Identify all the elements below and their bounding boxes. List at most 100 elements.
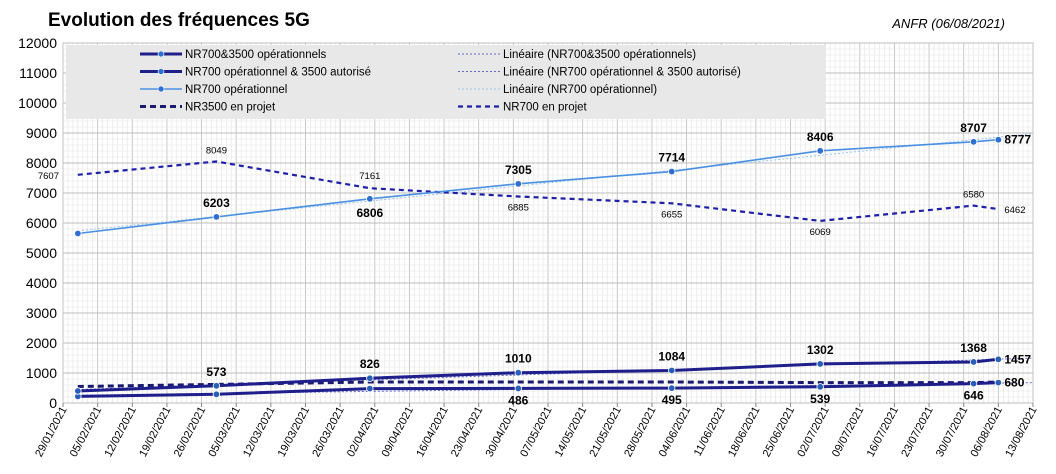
y-tick-label: 5000 <box>26 245 57 261</box>
y-tick-label: 12000 <box>18 35 57 51</box>
series-line <box>77 357 999 393</box>
series <box>74 135 1003 401</box>
data-label: 7305 <box>505 163 532 177</box>
data-label: 7607 <box>38 171 59 182</box>
data-label: 1368 <box>960 341 987 355</box>
legend-marker <box>157 85 165 93</box>
data-point <box>994 135 1003 144</box>
x-tick-label: 29/01/2021 <box>33 405 69 459</box>
chart-title: Evolution des fréquences 5G <box>48 10 310 31</box>
x-tick-label: 18/06/2021 <box>726 405 762 459</box>
legend-label: NR3500 en projet <box>185 102 276 114</box>
data-label: 1010 <box>505 352 532 366</box>
x-tick-label: 06/08/2021 <box>969 405 1005 459</box>
x-tick-label: 30/04/2021 <box>484 405 520 459</box>
x-tick-label: 05/03/2021 <box>206 405 242 459</box>
chart-credit: ANFR (06/08/2021) <box>891 16 1005 31</box>
x-axis: 29/01/202105/02/202112/02/202119/02/2021… <box>33 403 1040 459</box>
data-label: 6655 <box>661 209 682 220</box>
data-label: 7161 <box>359 171 380 182</box>
data-label: 6806 <box>356 206 383 220</box>
y-tick-label: 8000 <box>26 155 57 171</box>
x-tick-label: 05/02/2021 <box>68 405 104 459</box>
x-tick-label: 09/04/2021 <box>380 405 416 459</box>
x-tick-label: 19/02/2021 <box>137 405 173 459</box>
x-tick-label: 23/04/2021 <box>449 405 485 459</box>
data-point <box>668 366 676 375</box>
x-tick-label: 02/04/2021 <box>345 405 381 459</box>
legend-label: Linéaire (NR700 opérationnel & 3500 auto… <box>503 67 741 79</box>
legend-label: Linéaire (NR700&3500 opérationnels) <box>503 49 696 61</box>
data-label: 646 <box>964 389 984 403</box>
data-point <box>212 390 221 398</box>
x-tick-label: 26/02/2021 <box>172 405 208 459</box>
data-point <box>668 167 676 176</box>
data-point <box>74 387 82 395</box>
y-tick-label: 7000 <box>26 185 57 201</box>
data-point <box>212 382 221 390</box>
legend-box <box>66 45 826 119</box>
series-line <box>77 381 999 398</box>
x-tick-label: 11/06/2021 <box>692 405 728 459</box>
data-label: 6069 <box>810 227 831 238</box>
x-tick-label: 26/03/2021 <box>310 405 346 459</box>
x-tick-label: 16/04/2021 <box>414 405 450 459</box>
data-label: 6462 <box>1004 205 1025 216</box>
x-tick-label: 23/07/2021 <box>899 405 935 459</box>
legend-marker <box>157 68 165 75</box>
data-label: 826 <box>360 357 380 371</box>
y-axis: 0 1000 2000 3000 4000 5000 6000 7000 8000 9000 100… <box>18 35 57 411</box>
y-tick-label: 4000 <box>26 275 57 291</box>
data-point <box>816 360 824 368</box>
data-point <box>366 384 374 393</box>
data-label: 8406 <box>807 130 834 144</box>
y-tick-label: 3000 <box>26 305 57 321</box>
data-label: 680 <box>1004 376 1024 390</box>
x-tick-label: 12/02/2021 <box>102 405 138 459</box>
legend-label: NR700&3500 opérationnels <box>185 49 327 61</box>
x-tick-label: 02/07/2021 <box>795 405 831 459</box>
data-label: 6580 <box>963 190 984 201</box>
series-line <box>77 160 999 222</box>
data-label: 1457 <box>1004 352 1031 366</box>
data-point <box>816 147 824 155</box>
data-label: 7714 <box>658 151 685 165</box>
data-point <box>514 180 523 188</box>
y-tick-label: 0 <box>49 395 57 411</box>
data-point <box>969 358 978 366</box>
data-label: 495 <box>662 393 682 407</box>
data-label: 539 <box>810 392 830 406</box>
data-label: 486 <box>508 393 528 407</box>
legend-label: NR700 opérationnel & 3500 autorisé <box>185 67 371 79</box>
legend-label: NR700 opérationnel <box>185 84 287 96</box>
data-point <box>366 195 374 203</box>
data-labels: 573 826 1010 1084 1302 1368 1457 486 495 539 646 68… <box>38 121 1032 408</box>
data-label: 1302 <box>807 343 834 357</box>
data-point <box>514 384 523 393</box>
data-label: 6885 <box>508 202 529 213</box>
y-tick-label: 6000 <box>26 215 57 231</box>
legend: NR700&3500 opérationnels NR700 opérationn… <box>66 45 826 119</box>
data-point <box>969 379 978 388</box>
data-label: 8777 <box>1004 133 1031 147</box>
data-point <box>366 374 374 382</box>
data-label: 8707 <box>960 121 987 135</box>
y-tick-label: 2000 <box>26 335 57 351</box>
x-tick-label: 12/03/2021 <box>241 405 277 459</box>
data-point <box>816 383 824 391</box>
y-tick-label: 10000 <box>18 95 57 111</box>
data-point <box>994 355 1003 363</box>
series-line <box>77 138 999 235</box>
legend-label: NR700 en projet <box>503 102 588 114</box>
x-tick-label: 21/05/2021 <box>587 405 623 459</box>
x-tick-label: 13/08/2021 <box>1003 405 1039 459</box>
x-tick-label: 07/05/2021 <box>518 405 554 459</box>
legend-marker <box>157 50 165 58</box>
y-tick-label: 9000 <box>26 125 57 141</box>
x-tick-label: 25/06/2021 <box>761 405 797 459</box>
data-point <box>212 213 221 221</box>
legend-label: Linéaire (NR700 opérationnel) <box>503 84 657 96</box>
data-point <box>74 229 82 238</box>
x-tick-label: 30/07/2021 <box>934 405 970 459</box>
